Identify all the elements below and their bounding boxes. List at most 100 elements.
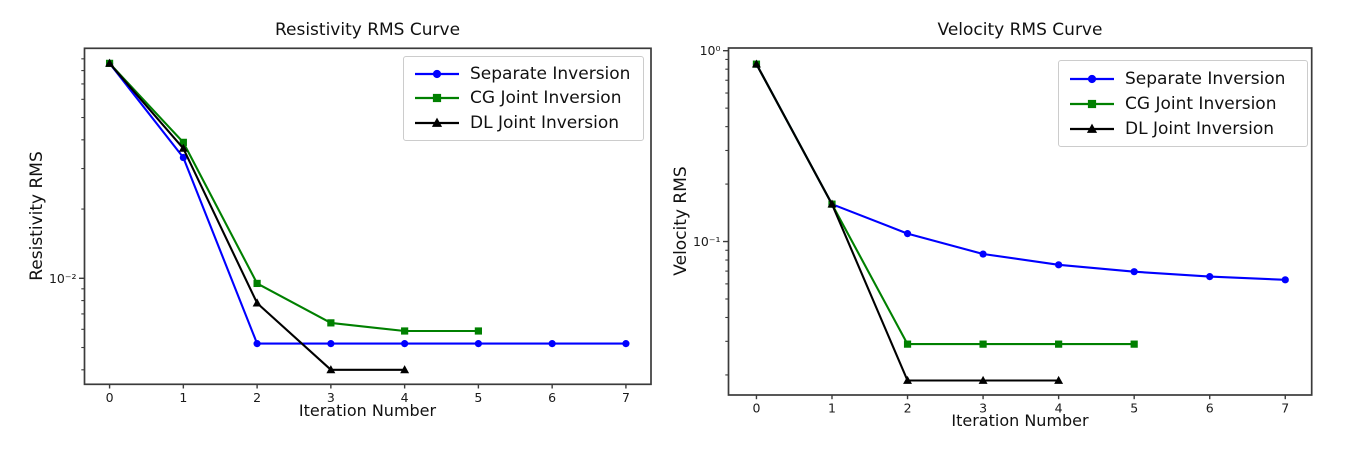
triangle-marker <box>1054 375 1064 384</box>
triangle-marker-icon <box>415 117 459 127</box>
square-marker-icon <box>415 94 459 103</box>
x-tick-label: 2 <box>253 390 261 405</box>
x-tick-label: 7 <box>622 390 630 405</box>
circle-marker <box>253 340 261 348</box>
square-marker <box>1055 340 1063 348</box>
y-minor-ticks <box>725 58 729 376</box>
circle-marker <box>1087 74 1097 83</box>
y-minor-ticks <box>81 58 85 371</box>
y-major-ticks: 10⁻² <box>49 271 85 286</box>
legend-label: Separate Inversion <box>1125 68 1286 89</box>
x-axis-ticks: 0 1 2 3 4 5 6 7 <box>752 395 1289 416</box>
circle-marker <box>903 230 912 238</box>
legend-entry-cg-joint-inversion: CG Joint Inversion <box>414 88 633 108</box>
x-tick-label: 1 <box>179 390 187 405</box>
x-tick-label: 3 <box>979 401 987 416</box>
resistivity-legend: Separate Inversion CG Joint Inversion DL J… <box>403 56 644 141</box>
x-tick-label: 5 <box>1130 401 1138 416</box>
triangle-marker <box>903 375 913 384</box>
circle-marker <box>327 340 335 348</box>
y-tick-label: 10⁻¹ <box>693 234 721 249</box>
series-line-separate-inversion <box>108 62 627 345</box>
triangle-marker <box>326 365 336 374</box>
series-line-dl-joint-inversion <box>755 63 1060 382</box>
triangle-marker <box>827 199 837 208</box>
legend-entry-dl-joint-inversion: DL Joint Inversion <box>414 113 633 133</box>
legend-label: Separate Inversion <box>470 64 631 85</box>
legend-entry-dl-joint-inversion: DL Joint Inversion <box>1069 119 1297 139</box>
velocity-legend: Separate Inversion CG Joint Inversion DL J… <box>1058 60 1308 147</box>
circle-marker <box>432 70 442 79</box>
square-marker-icon <box>1070 99 1114 108</box>
triangle-marker <box>178 143 188 152</box>
series-line-cg-joint-inversion <box>108 62 480 333</box>
y-major-ticks: 10⁰ 10⁻¹ <box>693 43 729 249</box>
square-marker <box>903 340 912 348</box>
x-tick-label: 6 <box>548 390 556 405</box>
circle-marker <box>401 340 409 348</box>
square-marker <box>1087 99 1097 108</box>
circle-marker <box>1281 276 1289 284</box>
resistivity-x-axis-label: Iteration Number <box>298 401 437 420</box>
square-marker <box>179 138 187 146</box>
triangle-marker <box>105 58 115 67</box>
triangle-marker <box>1086 123 1098 133</box>
resistivity-chart-title: Resistivity RMS Curve <box>274 20 461 40</box>
circle-marker <box>1055 261 1063 269</box>
triangle-marker <box>400 365 410 374</box>
x-tick-label: 0 <box>106 390 114 405</box>
plot-frame <box>727 47 1313 396</box>
circle-marker <box>1130 268 1138 276</box>
resistivity-y-axis-label: Resistivity RMS <box>27 151 47 281</box>
circle-marker-icon <box>1070 74 1114 83</box>
x-tick-label: 5 <box>474 390 482 405</box>
legend-entry-cg-joint-inversion: CG Joint Inversion <box>1069 94 1297 114</box>
legend-entry-separate-inversion: Separate Inversion <box>414 64 633 84</box>
circle-marker <box>548 340 556 348</box>
circle-marker <box>979 250 987 258</box>
legend-label: CG Joint Inversion <box>1125 93 1277 114</box>
x-tick-label: 7 <box>1281 401 1289 416</box>
velocity-x-axis-label: Iteration Number <box>951 411 1089 430</box>
x-tick-label: 2 <box>904 401 912 416</box>
square-marker <box>979 340 987 348</box>
square-marker <box>1130 340 1138 348</box>
square-marker <box>432 94 442 103</box>
x-axis-ticks: 0 1 2 3 4 5 6 7 <box>106 384 630 405</box>
circle-marker <box>474 340 482 348</box>
circle-marker <box>179 153 187 162</box>
x-tick-label: 4 <box>401 390 409 405</box>
triangle-marker <box>431 117 443 127</box>
x-tick-label: 3 <box>327 390 335 405</box>
square-marker <box>253 279 261 288</box>
x-tick-label: 0 <box>752 401 760 416</box>
y-tick-label: 10⁰ <box>700 43 721 58</box>
velocity-y-axis-label: Velocity RMS <box>671 166 691 276</box>
legend-label: DL Joint Inversion <box>1125 118 1274 139</box>
series-markers-dl-joint-inversion <box>751 59 1064 384</box>
triangle-marker-icon <box>1070 123 1114 133</box>
x-tick-label: 4 <box>1055 401 1063 416</box>
square-marker <box>474 327 482 335</box>
legend-label: CG Joint Inversion <box>470 88 622 109</box>
plot-frame <box>83 47 652 386</box>
series-line-separate-inversion <box>755 63 1287 281</box>
circle-marker <box>622 340 630 348</box>
y-tick-label: 10⁻² <box>49 271 77 286</box>
triangle-marker <box>978 375 988 384</box>
square-marker <box>327 319 335 327</box>
legend-label: DL Joint Inversion <box>470 112 619 133</box>
legend-entry-separate-inversion: Separate Inversion <box>1069 69 1297 89</box>
velocity-chart-title: Velocity RMS Curve <box>937 20 1103 40</box>
triangle-marker <box>751 59 761 68</box>
x-tick-label: 1 <box>828 401 836 416</box>
circle-marker <box>1206 273 1214 281</box>
x-tick-label: 6 <box>1206 401 1214 416</box>
triangle-marker <box>252 298 262 307</box>
square-marker <box>401 327 409 335</box>
series-markers-dl-joint-inversion <box>105 58 410 374</box>
circle-marker-icon <box>415 70 459 79</box>
